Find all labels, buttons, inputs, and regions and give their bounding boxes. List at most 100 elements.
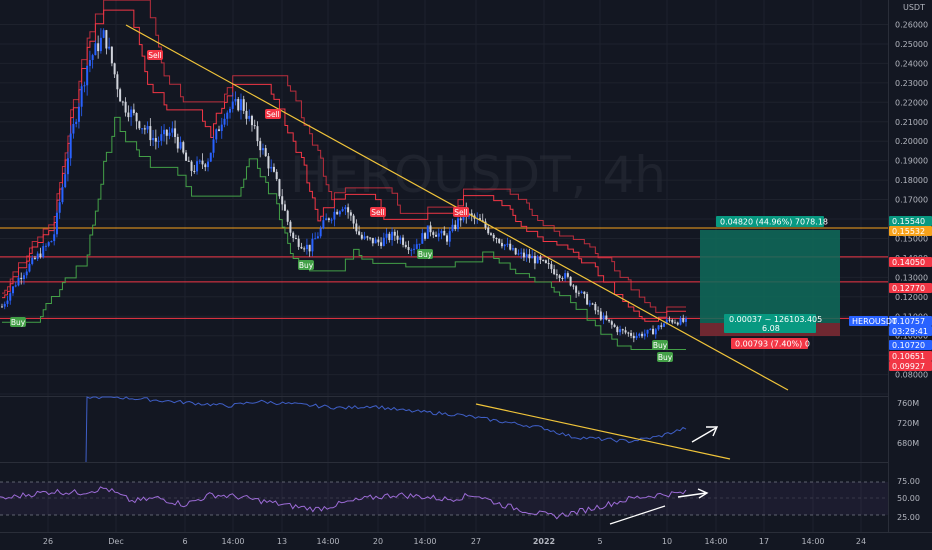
candle[interactable] <box>272 163 275 173</box>
candle[interactable] <box>533 252 536 270</box>
candle[interactable] <box>327 217 330 223</box>
candle[interactable] <box>495 237 498 244</box>
candle[interactable] <box>6 295 9 307</box>
candle[interactable] <box>440 228 443 240</box>
candle[interactable] <box>385 228 388 244</box>
candle[interactable] <box>553 264 556 276</box>
candle[interactable] <box>358 225 361 236</box>
candle[interactable] <box>163 124 166 142</box>
obv-pane[interactable] <box>85 396 731 463</box>
candle[interactable] <box>75 118 78 128</box>
candle[interactable] <box>616 325 619 336</box>
candle[interactable] <box>671 318 674 325</box>
candle[interactable] <box>391 227 394 246</box>
candle[interactable] <box>602 312 605 325</box>
candle[interactable] <box>289 220 292 237</box>
candle[interactable] <box>352 213 355 229</box>
rsi-pane[interactable] <box>0 481 888 525</box>
candle[interactable] <box>341 206 344 212</box>
candle[interactable] <box>580 290 583 294</box>
candle[interactable] <box>325 213 328 221</box>
candle[interactable] <box>685 316 687 327</box>
candle[interactable] <box>264 144 267 157</box>
candle[interactable] <box>583 291 586 299</box>
candle[interactable] <box>569 276 572 287</box>
candle[interactable] <box>179 136 182 150</box>
candle[interactable] <box>11 286 14 296</box>
candle[interactable] <box>525 248 528 262</box>
candle[interactable] <box>514 247 517 256</box>
candle[interactable] <box>253 119 256 130</box>
candle[interactable] <box>459 216 462 227</box>
candle[interactable] <box>39 247 42 259</box>
candle[interactable] <box>421 228 424 244</box>
candle[interactable] <box>511 244 514 252</box>
candle[interactable] <box>160 126 163 146</box>
candle[interactable] <box>31 255 34 266</box>
candle[interactable] <box>575 285 578 298</box>
candle[interactable] <box>261 143 264 155</box>
candle[interactable] <box>536 254 539 264</box>
candle[interactable] <box>506 237 509 248</box>
candle[interactable] <box>242 95 245 114</box>
candle[interactable] <box>204 163 207 172</box>
candle[interactable] <box>17 275 20 287</box>
candle[interactable] <box>355 219 358 235</box>
candle[interactable] <box>187 156 190 162</box>
candle[interactable] <box>185 149 188 161</box>
candle[interactable] <box>555 269 558 280</box>
candle[interactable] <box>638 332 641 338</box>
candle[interactable] <box>572 284 575 290</box>
candle[interactable] <box>55 210 58 238</box>
candle[interactable] <box>165 129 168 145</box>
candle[interactable] <box>399 235 402 244</box>
candle[interactable] <box>654 327 657 339</box>
candle[interactable] <box>446 233 449 245</box>
candle[interactable] <box>250 114 253 132</box>
candle[interactable] <box>47 241 50 248</box>
candle[interactable] <box>36 251 39 262</box>
candle[interactable] <box>64 168 67 189</box>
candle[interactable] <box>424 231 427 241</box>
candle[interactable] <box>215 128 218 144</box>
candle[interactable] <box>66 151 69 182</box>
candle[interactable] <box>550 260 553 274</box>
candle[interactable] <box>396 230 399 244</box>
candle[interactable] <box>646 329 649 338</box>
candle[interactable] <box>132 103 135 116</box>
candle[interactable] <box>418 243 421 250</box>
candle[interactable] <box>275 169 278 182</box>
candle[interactable] <box>116 71 119 98</box>
candle[interactable] <box>80 83 83 117</box>
candle[interactable] <box>97 35 100 59</box>
candle[interactable] <box>229 106 231 119</box>
candle[interactable] <box>314 232 317 240</box>
candle[interactable] <box>451 218 454 233</box>
candle[interactable] <box>591 302 594 305</box>
candle[interactable] <box>668 316 671 323</box>
candle[interactable] <box>322 216 325 230</box>
candle[interactable] <box>599 308 602 321</box>
candle[interactable] <box>226 110 229 126</box>
candle[interactable] <box>371 237 374 247</box>
candle[interactable] <box>333 208 336 227</box>
candle[interactable] <box>171 121 174 138</box>
candle[interactable] <box>544 259 547 264</box>
candle[interactable] <box>176 133 179 153</box>
candle[interactable] <box>237 97 240 112</box>
candle[interactable] <box>454 220 457 232</box>
position-target-zone[interactable] <box>700 230 840 323</box>
candle[interactable] <box>53 229 56 246</box>
candle[interactable] <box>9 291 12 305</box>
candle[interactable] <box>316 232 319 239</box>
candle[interactable] <box>231 92 234 113</box>
candle[interactable] <box>259 137 262 158</box>
candle[interactable] <box>377 236 380 246</box>
candle[interactable] <box>61 183 64 205</box>
candle[interactable] <box>141 128 144 134</box>
candle[interactable] <box>674 319 677 324</box>
candle[interactable] <box>3 301 6 310</box>
candle[interactable] <box>404 241 407 249</box>
candle[interactable] <box>369 237 372 241</box>
